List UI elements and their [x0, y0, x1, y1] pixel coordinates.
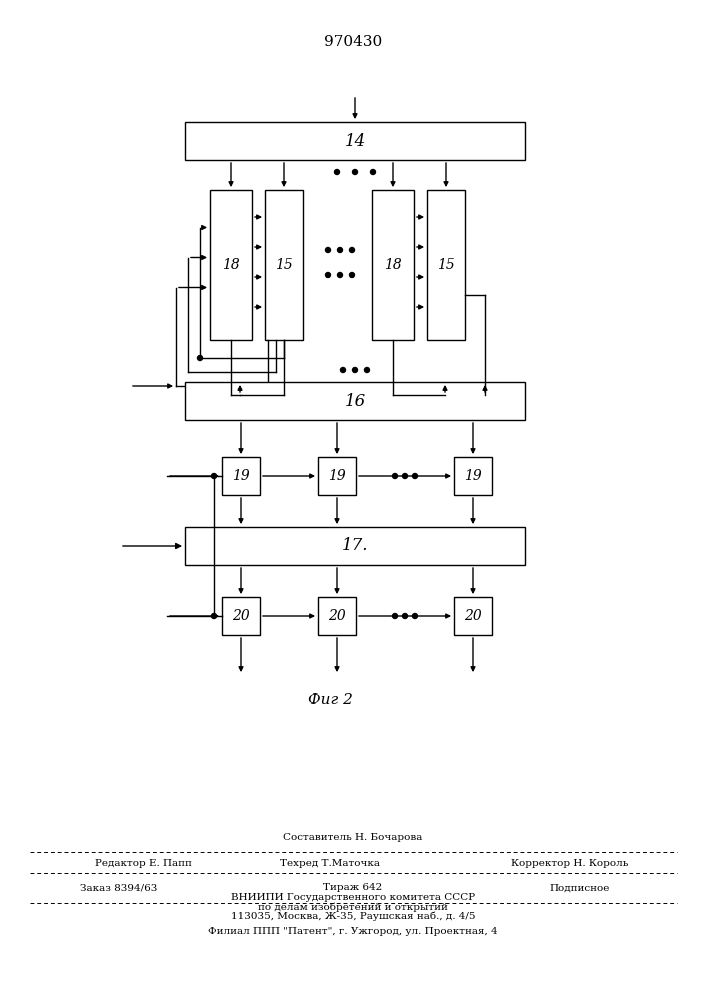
- Bar: [372, 190, 414, 340]
- Circle shape: [349, 272, 354, 277]
- Text: Корректор Н. Король: Корректор Н. Король: [511, 858, 629, 867]
- Text: по делам изобретений и открытий: по делам изобретений и открытий: [258, 902, 448, 912]
- Circle shape: [334, 169, 339, 174]
- Bar: [222, 457, 260, 495]
- Text: 14: 14: [344, 132, 366, 149]
- Circle shape: [353, 169, 358, 174]
- Circle shape: [325, 272, 330, 277]
- Text: 17.: 17.: [341, 538, 368, 554]
- Text: 19: 19: [328, 469, 346, 483]
- Circle shape: [337, 272, 342, 277]
- Text: 15: 15: [437, 258, 455, 272]
- Bar: [318, 597, 356, 635]
- Text: Заказ 8394/63: Заказ 8394/63: [80, 884, 158, 892]
- Circle shape: [211, 474, 216, 479]
- Text: 19: 19: [464, 469, 482, 483]
- Bar: [222, 597, 260, 635]
- Bar: [265, 190, 303, 340]
- Bar: [454, 597, 492, 635]
- Text: Филиал ППП "Патент", г. Ужгород, ул. Проектная, 4: Филиал ППП "Патент", г. Ужгород, ул. Про…: [208, 928, 498, 936]
- Text: Составитель Н. Бочарова: Составитель Н. Бочарова: [284, 834, 423, 842]
- Text: Редактор Е. Папп: Редактор Е. Папп: [95, 858, 192, 867]
- Text: 20: 20: [464, 609, 482, 623]
- Circle shape: [349, 247, 354, 252]
- Circle shape: [392, 613, 397, 618]
- Text: 20: 20: [232, 609, 250, 623]
- Circle shape: [325, 247, 330, 252]
- Text: ВНИИПИ Государственного комитета СССР: ВНИИПИ Государственного комитета СССР: [231, 894, 475, 902]
- Circle shape: [402, 474, 407, 479]
- Text: Подписное: Подписное: [550, 884, 610, 892]
- Text: 18: 18: [384, 258, 402, 272]
- Bar: [185, 382, 525, 420]
- Circle shape: [337, 247, 342, 252]
- Circle shape: [211, 613, 216, 618]
- Bar: [185, 527, 525, 565]
- Text: 970430: 970430: [324, 35, 382, 49]
- Text: 15: 15: [275, 258, 293, 272]
- Circle shape: [365, 367, 370, 372]
- Text: Фиг 2: Фиг 2: [308, 693, 352, 707]
- Bar: [454, 457, 492, 495]
- Circle shape: [392, 474, 397, 479]
- Text: 18: 18: [222, 258, 240, 272]
- Circle shape: [402, 613, 407, 618]
- Circle shape: [197, 356, 202, 360]
- Circle shape: [412, 474, 418, 479]
- Bar: [210, 190, 252, 340]
- Text: 19: 19: [232, 469, 250, 483]
- Bar: [427, 190, 465, 340]
- Text: Тираж 642: Тираж 642: [323, 884, 382, 892]
- Circle shape: [412, 613, 418, 618]
- Text: 20: 20: [328, 609, 346, 623]
- Text: 113035, Москва, Ж-35, Раушская наб., д. 4/5: 113035, Москва, Ж-35, Раушская наб., д. …: [230, 911, 475, 921]
- Circle shape: [370, 169, 375, 174]
- Text: 16: 16: [344, 392, 366, 410]
- Circle shape: [341, 367, 346, 372]
- Bar: [318, 457, 356, 495]
- Text: Техред Т.Маточка: Техред Т.Маточка: [280, 858, 380, 867]
- Circle shape: [353, 367, 358, 372]
- Bar: [185, 122, 525, 160]
